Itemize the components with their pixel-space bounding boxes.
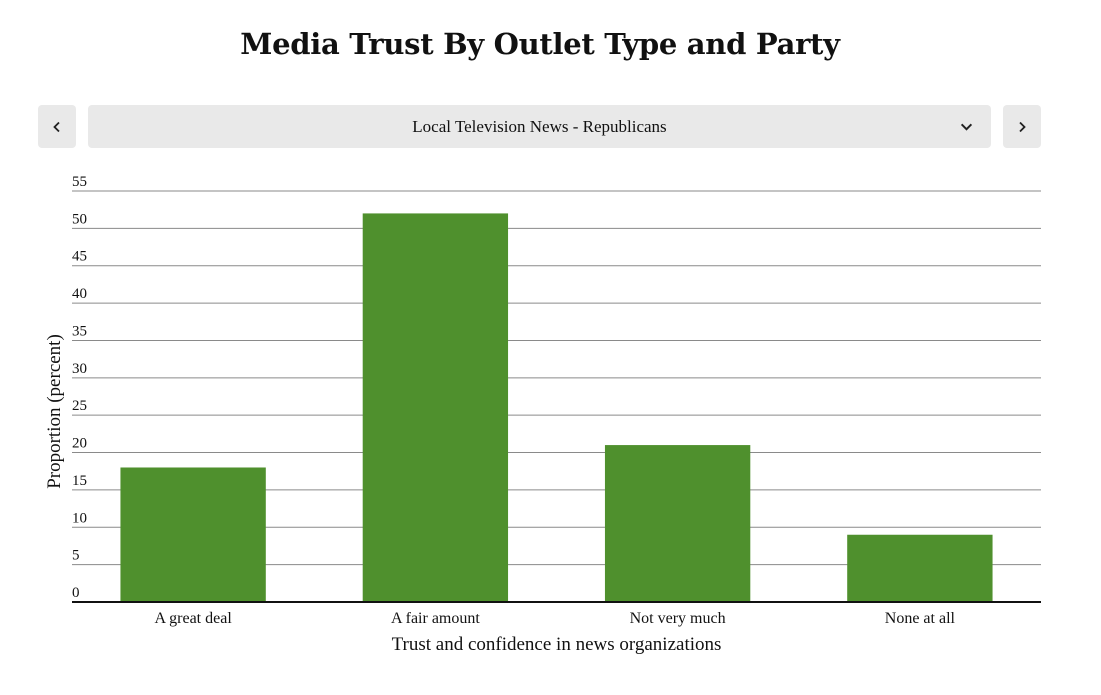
y-tick-label: 45 [72, 249, 87, 265]
x-tick-label: Not very much [630, 610, 726, 627]
y-tick-label: 0 [72, 585, 80, 601]
dataset-selector-value: Local Television News - Republicans [412, 117, 667, 136]
next-button[interactable] [1003, 105, 1041, 148]
x-tick-label: A fair amount [391, 610, 480, 627]
y-axis-ticks: 0 5 10 15 20 25 30 35 40 45 50 55 [72, 174, 87, 601]
bar-chart: 0 5 10 15 20 25 30 35 40 45 50 55 A great deal A fai… [44, 174, 1041, 655]
y-tick-label: 40 [72, 286, 87, 302]
x-axis-ticks: A great deal A fair amount Not very much No… [154, 610, 955, 627]
chevron-left-icon [53, 121, 60, 132]
y-tick-label: 15 [72, 473, 87, 489]
y-tick-label: 55 [72, 174, 87, 190]
x-tick-label: A great deal [154, 610, 232, 627]
y-tick-label: 35 [72, 323, 87, 339]
bar [120, 467, 266, 602]
y-axis-title: Proportion (percent) [44, 334, 65, 489]
x-tick-label: None at all [885, 610, 956, 627]
y-tick-label: 30 [72, 361, 87, 377]
y-tick-label: 50 [72, 211, 87, 227]
chevron-down-icon [960, 123, 973, 131]
bars [120, 213, 993, 602]
chevron-right-icon [1019, 121, 1026, 132]
bar [362, 213, 509, 602]
y-tick-label: 25 [72, 398, 87, 414]
x-axis-title: Trust and confidence in news organizatio… [392, 634, 722, 655]
y-tick-label: 10 [72, 510, 87, 526]
bar [847, 534, 993, 602]
page-title: Media Trust By Outlet Type and Party [240, 27, 840, 61]
y-tick-label: 5 [72, 548, 80, 564]
bar [604, 445, 751, 602]
previous-button[interactable] [38, 105, 76, 148]
y-tick-label: 20 [72, 436, 87, 452]
dataset-selector[interactable]: Local Television News - Republicans [88, 105, 991, 148]
